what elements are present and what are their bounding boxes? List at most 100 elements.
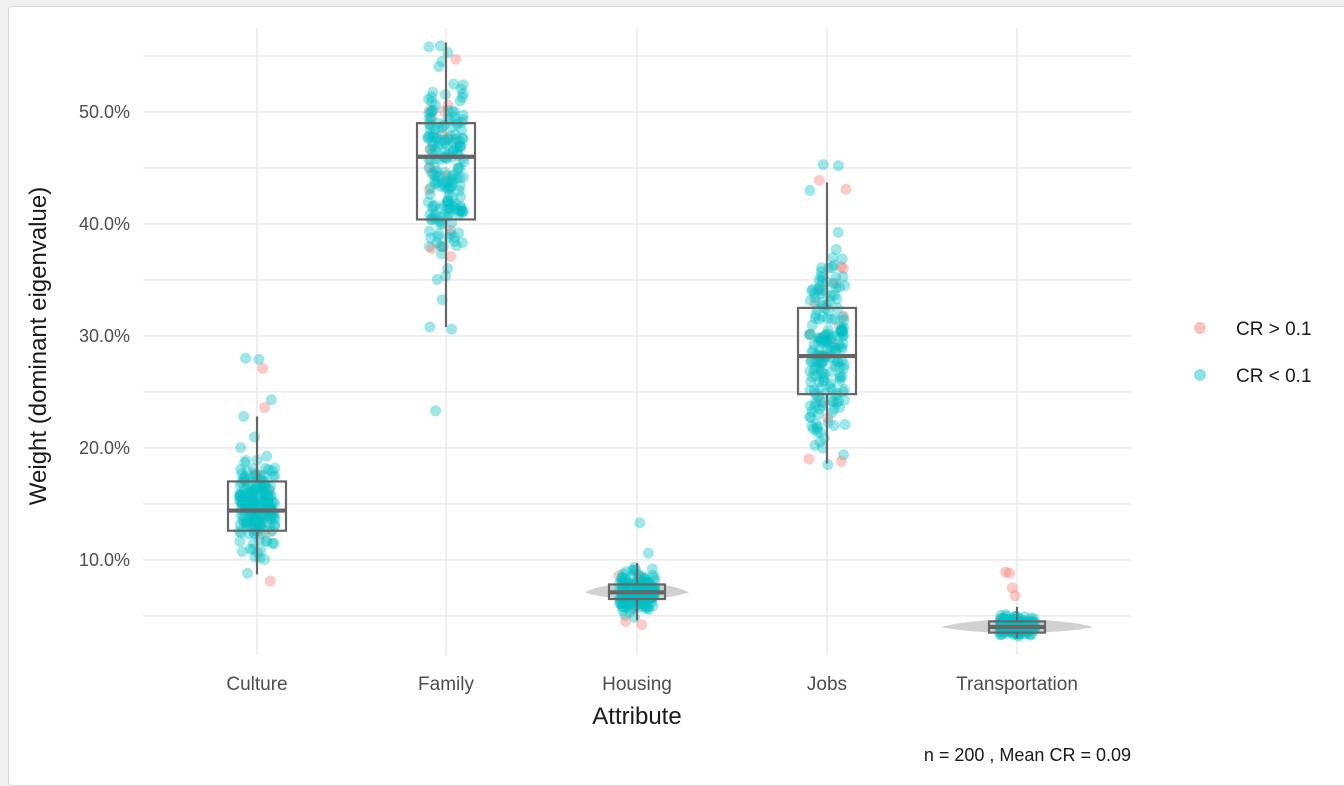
point-culture (265, 480, 277, 492)
point-jobs (804, 365, 816, 377)
point-family (426, 135, 438, 147)
point-jobs (838, 310, 850, 322)
point-jobs (818, 374, 830, 386)
point-housing (620, 615, 632, 627)
point-housing (647, 592, 659, 604)
point-jobs (839, 394, 851, 406)
point-jobs (815, 335, 827, 347)
point-housing (626, 564, 638, 576)
point-jobs (806, 371, 818, 383)
point-culture (240, 352, 252, 364)
point-family (446, 170, 458, 182)
point-family (426, 96, 438, 108)
point-family (444, 202, 456, 214)
point-jobs (834, 375, 846, 387)
point-family (454, 95, 466, 107)
point-housing (614, 577, 626, 589)
point-jobs (815, 333, 827, 345)
point-housing (646, 592, 658, 604)
point-family (443, 183, 455, 195)
point-jobs (825, 290, 837, 302)
point-family (426, 111, 438, 123)
point-jobs (820, 336, 832, 348)
point-culture (236, 496, 248, 508)
point-family (442, 133, 454, 145)
point-jobs (818, 355, 830, 367)
point-jobs (812, 421, 824, 433)
point-jobs (839, 280, 851, 292)
point-housing (638, 573, 650, 585)
point-family (450, 133, 462, 145)
point-family (425, 106, 437, 118)
point-jobs (835, 326, 847, 338)
point-jobs (837, 271, 849, 283)
point-jobs (830, 243, 842, 255)
point-family (456, 91, 468, 103)
point-jobs (813, 376, 825, 388)
x-tick-label-culture: Culture (226, 674, 287, 695)
point-family (447, 177, 459, 189)
point-family (449, 106, 461, 118)
point-jobs (806, 405, 818, 417)
point-family (430, 133, 442, 145)
point-jobs (811, 303, 823, 315)
point-jobs (826, 340, 838, 352)
point-housing (630, 564, 642, 576)
point-culture (249, 515, 261, 527)
point-jobs (828, 342, 840, 354)
point-jobs (816, 262, 828, 274)
point-jobs (811, 426, 823, 438)
point-housing (643, 603, 655, 615)
point-housing (618, 577, 630, 589)
point-jobs (833, 321, 845, 333)
point-jobs (813, 345, 825, 357)
point-jobs (814, 382, 826, 394)
point-family (448, 111, 460, 123)
point-culture (237, 487, 249, 499)
point-family (424, 321, 436, 333)
point-family (457, 109, 469, 121)
point-jobs (825, 344, 837, 356)
point-family (439, 181, 451, 193)
point-jobs (804, 295, 816, 307)
point-culture (257, 511, 269, 523)
point-housing (645, 592, 657, 604)
point-jobs (814, 332, 826, 344)
point-culture (245, 486, 257, 498)
point-family (457, 132, 469, 144)
point-family (424, 123, 436, 135)
point-culture (251, 482, 263, 494)
point-transportation (998, 614, 1010, 626)
point-family (442, 183, 454, 195)
point-jobs (816, 367, 828, 379)
point-jobs (837, 263, 849, 275)
point-culture (256, 485, 268, 497)
point-family (445, 225, 457, 237)
point-jobs (808, 339, 820, 351)
y-axis-ticks: 10.0% 20.0% 30.0% 40.0% 50.0% (79, 102, 130, 570)
point-family (423, 184, 435, 196)
point-culture (253, 482, 265, 494)
point-culture (267, 470, 279, 482)
point-culture (259, 495, 271, 507)
point-jobs (833, 395, 845, 407)
point-culture (263, 496, 275, 508)
point-culture (249, 517, 261, 529)
x-axis-ticks: Culture Family Housing Jobs Transportation (226, 674, 1078, 695)
point-culture (247, 510, 259, 522)
point-housing (623, 592, 635, 604)
point-housing (638, 599, 650, 611)
point-housing (646, 563, 658, 575)
point-jobs (830, 397, 842, 409)
point-jobs (804, 400, 816, 412)
y-axis-title: Weight (dominant eigenvalue) (25, 187, 52, 505)
point-jobs (811, 355, 823, 367)
point-culture (240, 517, 252, 529)
point-jobs (813, 403, 825, 415)
point-family (435, 240, 447, 252)
point-jobs (834, 401, 846, 413)
y-tick-label: 30.0% (79, 326, 130, 346)
point-housing (624, 599, 636, 611)
point-jobs (824, 381, 836, 393)
box-iqr (415, 122, 477, 221)
